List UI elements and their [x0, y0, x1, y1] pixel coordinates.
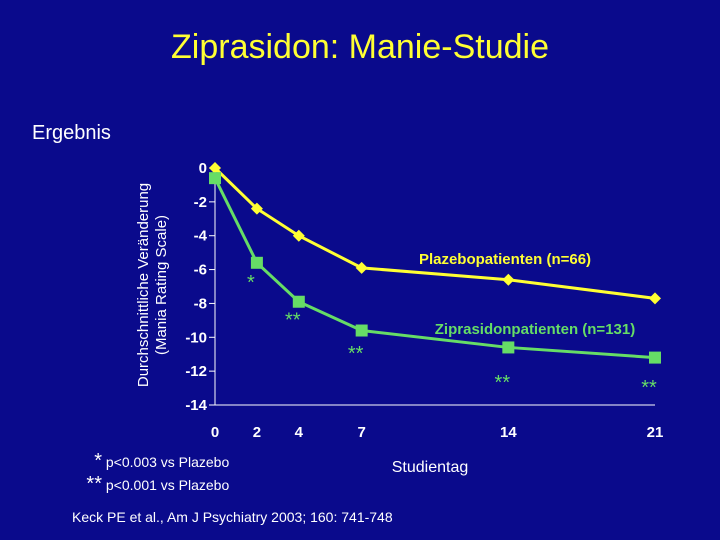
series-line-2 — [213, 177, 656, 360]
y-tick-label: -2 — [194, 194, 207, 211]
y-axis-label-line1: Durchschnittliche Veränderung — [135, 183, 152, 387]
series-label-2: Ziprasidonpatienten (n=131) — [435, 321, 635, 338]
x-tick-label: 2 — [253, 424, 261, 441]
series-line-1 — [213, 166, 656, 300]
significance-marker: ** — [495, 372, 511, 394]
y-tick-label: -4 — [194, 228, 208, 245]
significance-marker: * — [247, 272, 255, 294]
x-tick-label: 4 — [295, 424, 304, 441]
footnotes: * p<0.003 vs Plazebo ** p<0.001 vs Plaze… — [80, 450, 229, 496]
footnote-1: * p<0.003 vs Plazebo — [94, 450, 230, 472]
x-tick-label: 7 — [357, 424, 365, 441]
x-axis-label: Studientag — [392, 459, 469, 476]
ziprasidone-point — [209, 172, 221, 185]
y-tick-label: -8 — [194, 295, 207, 312]
y-tick-label: -10 — [185, 329, 207, 346]
y-tick-label: 0 — [199, 160, 207, 177]
footnote-2: ** p<0.001 vs Plazebo — [86, 473, 230, 495]
placebo-point — [355, 261, 368, 274]
ziprasidone-point — [502, 341, 515, 354]
placebo-point — [209, 162, 221, 174]
slide-subtitle: Ergebnis — [32, 122, 111, 144]
y-tick-label: -14 — [185, 397, 207, 414]
placebo-point — [502, 273, 515, 286]
placebo-point — [292, 229, 305, 242]
placebo-point — [649, 292, 661, 305]
ziprasidone-point — [250, 256, 263, 269]
ziprasidone-point — [649, 351, 661, 364]
significance-marker: ** — [348, 343, 364, 365]
y-tick-label: -6 — [194, 262, 207, 279]
x-tick-label: 0 — [211, 424, 219, 441]
ziprasidone-point — [292, 295, 305, 308]
y-tick-label: -12 — [185, 363, 207, 380]
significance-marker: ** — [641, 377, 657, 399]
slide-title: Ziprasidon: Manie-Studie — [171, 28, 549, 66]
x-tick-label: 21 — [647, 424, 664, 441]
significance-marker: ** — [285, 309, 301, 331]
x-tick-label: 14 — [500, 424, 517, 441]
ziprasidone-point — [355, 324, 368, 337]
y-axis-label-line2: (Mania Rating Scale) — [153, 215, 170, 355]
placebo-point — [250, 202, 263, 215]
citation: Keck PE et al., Am J Psychiatry 2003; 16… — [72, 509, 393, 525]
series-label-1: Plazebopatienten (n=66) — [419, 251, 591, 268]
